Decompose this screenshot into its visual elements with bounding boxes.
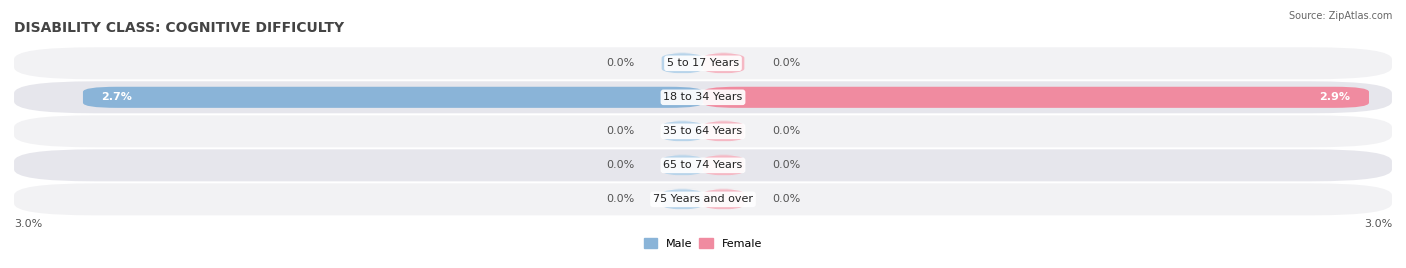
FancyBboxPatch shape [703, 121, 744, 142]
Text: 2.7%: 2.7% [101, 92, 132, 102]
FancyBboxPatch shape [662, 53, 703, 74]
Text: Source: ZipAtlas.com: Source: ZipAtlas.com [1288, 11, 1392, 21]
Text: DISABILITY CLASS: COGNITIVE DIFFICULTY: DISABILITY CLASS: COGNITIVE DIFFICULTY [14, 21, 344, 35]
Text: 0.0%: 0.0% [606, 160, 634, 170]
Text: 0.0%: 0.0% [772, 194, 800, 204]
Text: 2.9%: 2.9% [1320, 92, 1351, 102]
FancyBboxPatch shape [703, 155, 744, 176]
FancyBboxPatch shape [83, 87, 703, 108]
FancyBboxPatch shape [703, 53, 744, 74]
FancyBboxPatch shape [14, 47, 1392, 79]
FancyBboxPatch shape [14, 149, 1392, 181]
Text: 65 to 74 Years: 65 to 74 Years [664, 160, 742, 170]
Text: 35 to 64 Years: 35 to 64 Years [664, 126, 742, 136]
Text: 75 Years and over: 75 Years and over [652, 194, 754, 204]
Text: 0.0%: 0.0% [606, 126, 634, 136]
FancyBboxPatch shape [14, 115, 1392, 147]
FancyBboxPatch shape [703, 189, 744, 210]
Text: 3.0%: 3.0% [1364, 219, 1392, 229]
Text: 18 to 34 Years: 18 to 34 Years [664, 92, 742, 102]
Text: 0.0%: 0.0% [606, 58, 634, 68]
Text: 3.0%: 3.0% [14, 219, 42, 229]
FancyBboxPatch shape [662, 155, 703, 176]
Text: 0.0%: 0.0% [772, 58, 800, 68]
FancyBboxPatch shape [703, 87, 1369, 108]
Text: 0.0%: 0.0% [606, 194, 634, 204]
Text: 0.0%: 0.0% [772, 126, 800, 136]
FancyBboxPatch shape [662, 189, 703, 210]
FancyBboxPatch shape [662, 121, 703, 142]
Legend: Male, Female: Male, Female [640, 233, 766, 253]
Text: 0.0%: 0.0% [772, 160, 800, 170]
FancyBboxPatch shape [14, 183, 1392, 215]
FancyBboxPatch shape [14, 81, 1392, 113]
Text: 5 to 17 Years: 5 to 17 Years [666, 58, 740, 68]
